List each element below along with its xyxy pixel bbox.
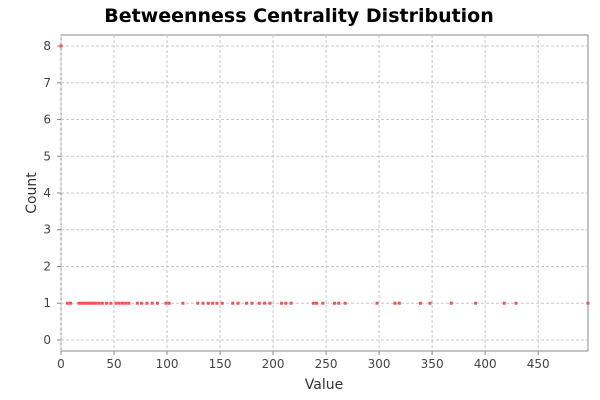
x-tick-label: 350 [421,357,444,371]
data-point [181,301,185,305]
data-point [167,301,171,305]
data-point [397,301,401,305]
data-point [315,301,319,305]
y-tick-label: 6 [43,113,51,127]
data-point [164,301,168,305]
data-point [59,44,63,48]
data-point [69,301,73,305]
data-point [155,301,159,305]
data-point [257,301,261,305]
y-tick-label: 2 [43,259,51,273]
data-point [83,301,87,305]
data-point [245,301,249,305]
data-point [127,301,131,305]
data-point [586,301,590,305]
data-point [65,301,69,305]
data-point [375,301,379,305]
y-tick-label: 8 [43,39,51,53]
data-point [343,301,347,305]
data-point [105,301,109,305]
data-point [92,301,96,305]
x-tick-label: 200 [262,357,285,371]
data-point [88,301,92,305]
data-point [77,301,81,305]
x-tick-label: 100 [156,357,179,371]
data-point [201,301,205,305]
data-point [474,301,478,305]
data-point [428,301,432,305]
data-point [145,301,149,305]
chart-title: Betweenness Centrality Distribution [104,5,494,27]
data-point [121,301,125,305]
data-point [311,301,315,305]
data-point [289,301,293,305]
data-point [215,301,219,305]
data-point [514,301,518,305]
data-point [94,301,98,305]
data-point [90,301,94,305]
x-tick-label: 300 [368,357,391,371]
x-tick-label: 50 [106,357,121,371]
y-axis-ticks: 0 1 2 3 4 5 6 7 8 [43,39,61,347]
data-point [268,301,272,305]
scatter-points [59,44,590,305]
data-point [211,301,215,305]
x-axis-ticks: 0 50 100 150 200 250 300 350 400 450 [57,351,550,371]
data-point [97,301,101,305]
data-point [79,301,83,305]
data-point [206,301,210,305]
y-tick-label: 4 [43,186,51,200]
data-point [140,301,144,305]
x-tick-label: 150 [209,357,232,371]
data-point [321,301,325,305]
x-tick-label: 0 [57,357,65,371]
data-point [263,301,267,305]
data-point [114,301,118,305]
data-point [124,301,128,305]
data-point [220,301,224,305]
data-point [109,301,113,305]
data-point [250,301,254,305]
data-point [86,301,90,305]
y-tick-label: 3 [43,223,51,237]
data-point [117,301,121,305]
data-point [418,301,422,305]
x-axis-label: Value [305,377,343,393]
data-point [196,301,200,305]
y-axis-label: Count [24,172,40,214]
data-point [81,301,85,305]
data-point [135,301,139,305]
y-tick-label: 1 [43,296,51,310]
data-point [231,301,235,305]
data-point [333,301,337,305]
y-tick-label: 0 [43,333,51,347]
data-point [100,301,104,305]
data-point [502,301,506,305]
y-tick-label: 5 [43,149,51,163]
data-point [150,301,154,305]
x-tick-label: 450 [527,357,550,371]
data-point [236,301,240,305]
grid-lines [60,35,588,351]
data-point [393,301,397,305]
y-tick-label: 7 [43,76,51,90]
data-point [449,301,453,305]
data-point [284,301,288,305]
x-tick-label: 250 [315,357,338,371]
data-point [280,301,284,305]
data-point [337,301,341,305]
x-tick-label: 400 [474,357,497,371]
